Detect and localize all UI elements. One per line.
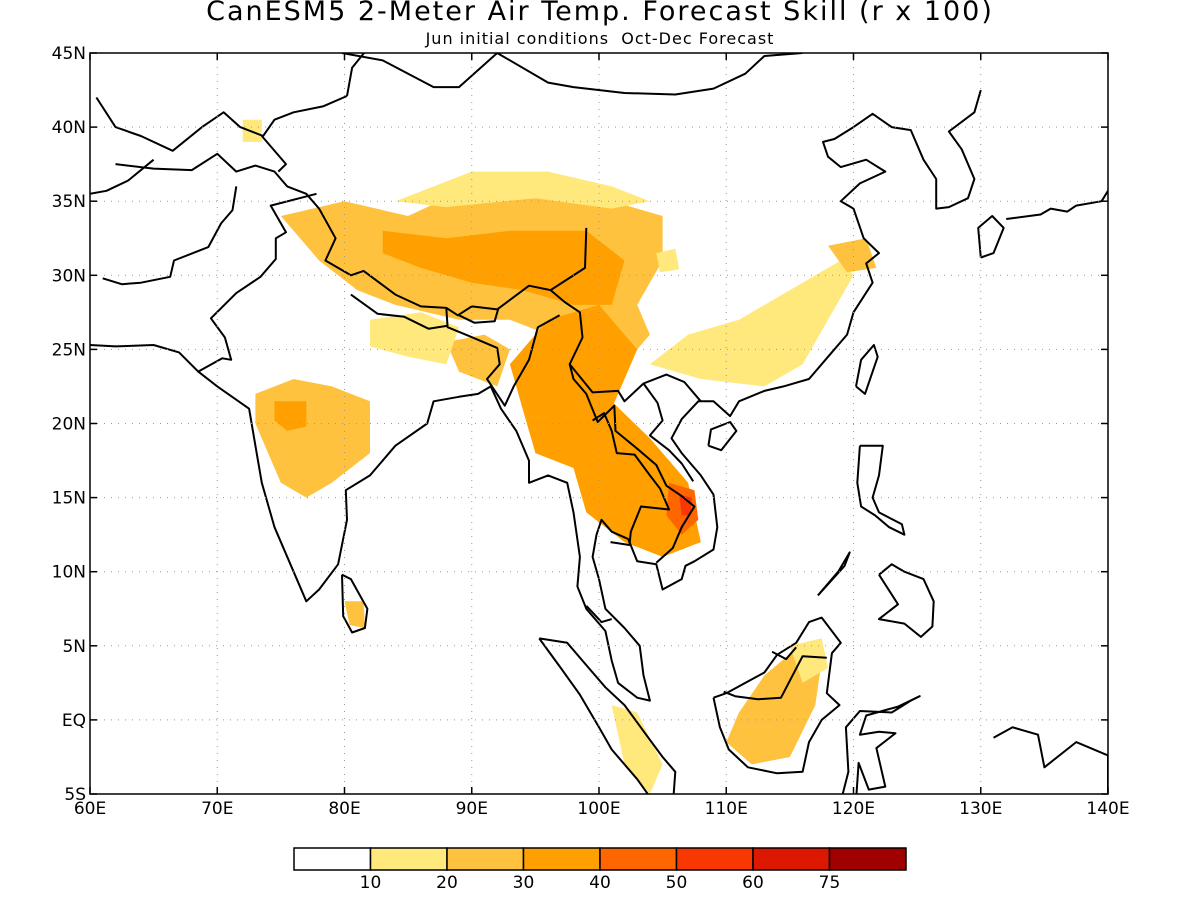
map-title: CanESM5 2-Meter Air Temp. Forecast Skill… bbox=[206, 0, 994, 27]
x-tick-label: 140E bbox=[1086, 799, 1129, 819]
coastline-path bbox=[592, 412, 670, 546]
coastline-path bbox=[642, 382, 695, 482]
skill-region bbox=[789, 638, 828, 683]
coastline-path bbox=[707, 421, 738, 452]
skill-shading-layer bbox=[242, 119, 877, 794]
coastline-path bbox=[341, 53, 803, 96]
x-tick-label: 100E bbox=[577, 799, 620, 819]
coastline-path bbox=[458, 307, 500, 324]
coastline-path bbox=[855, 344, 879, 395]
colorbar-label: 75 bbox=[819, 873, 841, 893]
colorbar-label: 50 bbox=[666, 873, 688, 893]
y-tick-label: 5S bbox=[64, 785, 86, 805]
y-tick-label: 20N bbox=[52, 415, 86, 435]
coastline-path bbox=[346, 53, 366, 97]
colorbar-label: 60 bbox=[742, 873, 764, 893]
y-tick-label: 10N bbox=[52, 563, 86, 583]
coastline-path bbox=[261, 135, 287, 173]
y-tick-label: 5N bbox=[62, 637, 86, 657]
coastline-path bbox=[90, 158, 155, 195]
coastline-path bbox=[993, 726, 1108, 794]
coastline-path bbox=[817, 551, 851, 597]
skill-region bbox=[274, 401, 307, 431]
skill-region bbox=[344, 601, 365, 628]
y-axis: 5S EQ 5N 10N 15N 20N 25N 30N 35N 40N 45N bbox=[52, 44, 1108, 805]
coastline-path bbox=[350, 293, 448, 330]
coastline-path bbox=[568, 363, 696, 564]
colorbar-swatch bbox=[293, 847, 372, 871]
coastline-path bbox=[550, 227, 588, 291]
coastline-path bbox=[197, 192, 317, 373]
coastline-path bbox=[341, 573, 369, 634]
colorbar-swatch bbox=[446, 847, 525, 871]
coastline-path bbox=[712, 616, 842, 775]
coastline-path bbox=[90, 89, 982, 702]
colorbar-label: 20 bbox=[436, 873, 458, 893]
colorbar-swatch bbox=[522, 847, 601, 871]
coastline-path bbox=[723, 655, 827, 701]
colorbar-swatch bbox=[369, 847, 448, 871]
x-tick-label: 120E bbox=[832, 799, 875, 819]
skill-region bbox=[395, 171, 650, 209]
y-tick-label: 35N bbox=[52, 192, 86, 212]
coastline-path bbox=[856, 444, 906, 536]
coastline-path bbox=[841, 695, 921, 794]
y-tick-label: 15N bbox=[52, 489, 86, 509]
x-tick-label: 90E bbox=[456, 799, 488, 819]
coastline-path bbox=[95, 95, 348, 152]
skill-region bbox=[726, 648, 822, 765]
skill-region bbox=[828, 238, 877, 273]
colorbar: 10 20 30 40 50 60 75 bbox=[293, 847, 907, 893]
colorbar-swatch bbox=[828, 847, 907, 871]
skill-region bbox=[382, 230, 625, 305]
coastline-path bbox=[102, 186, 238, 286]
colorbar-label: 30 bbox=[513, 873, 535, 893]
colorbar-swatch bbox=[599, 847, 678, 871]
colorbar-label: 10 bbox=[360, 873, 382, 893]
y-tick-label: 45N bbox=[52, 44, 86, 64]
coastline-path bbox=[538, 637, 677, 794]
coastline-path bbox=[977, 215, 1005, 259]
colorbar-swatch bbox=[752, 847, 831, 871]
x-tick-label: 130E bbox=[959, 799, 1002, 819]
skill-region bbox=[370, 312, 459, 365]
skill-region bbox=[509, 304, 638, 468]
coastline-path bbox=[771, 646, 797, 661]
y-tick-label: 25N bbox=[52, 340, 86, 360]
y-tick-label: 30N bbox=[52, 266, 86, 286]
coastline-layer bbox=[90, 53, 1108, 794]
y-tick-label: EQ bbox=[62, 711, 86, 731]
colorbar-label: 40 bbox=[589, 873, 611, 893]
x-axis: 60E 70E 80E 90E 100E 110E 120E 130E 140E bbox=[74, 53, 1130, 819]
x-tick-label: 70E bbox=[201, 799, 233, 819]
coastline-path bbox=[585, 605, 612, 624]
skill-region bbox=[656, 248, 680, 273]
x-tick-label: 110E bbox=[705, 799, 748, 819]
y-tick-label: 40N bbox=[52, 118, 86, 138]
map-subtitle: Jun initial conditions Oct-Dec Forecast bbox=[425, 29, 775, 48]
coastline-path bbox=[878, 563, 935, 638]
skill-region bbox=[649, 260, 854, 387]
skill-region bbox=[611, 705, 663, 794]
colorbar-swatch bbox=[675, 847, 754, 871]
x-tick-label: 80E bbox=[328, 799, 360, 819]
skill-region bbox=[679, 494, 692, 516]
x-tick-label: 60E bbox=[74, 799, 106, 819]
